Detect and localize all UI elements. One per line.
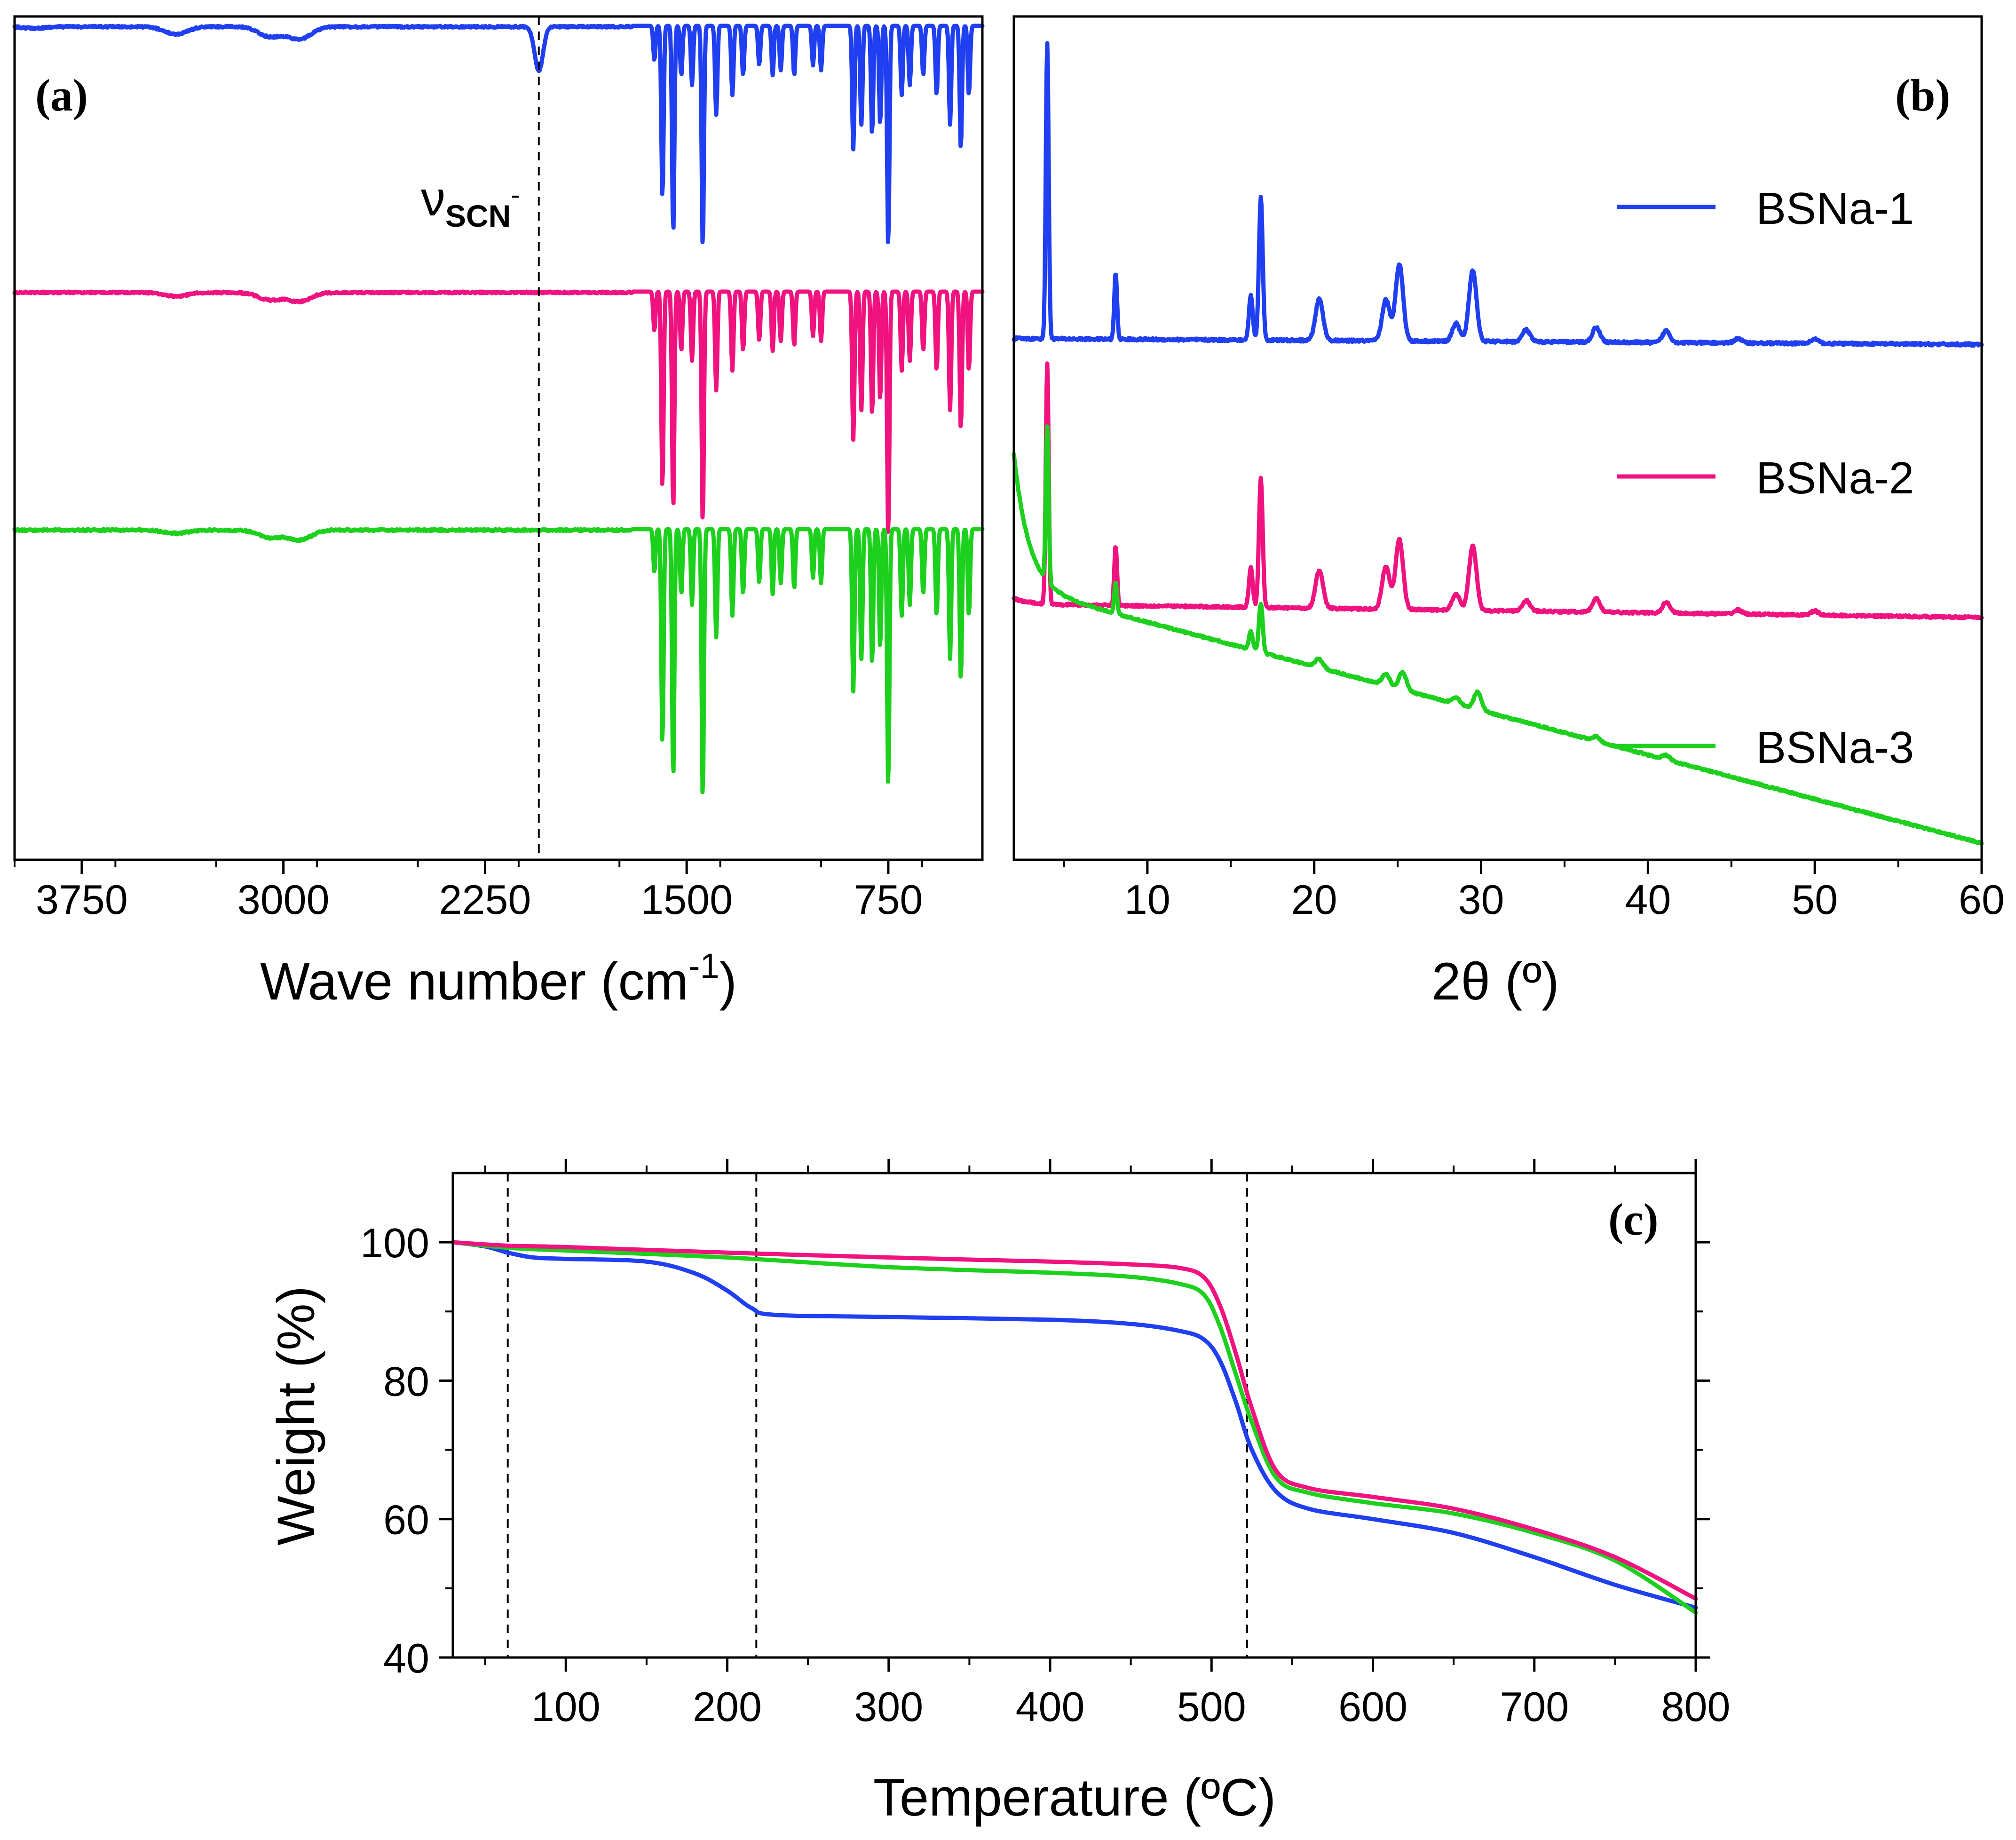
tga-x-tick-label: 400	[1016, 1683, 1085, 1730]
tga-x-tick-label: 800	[1661, 1683, 1731, 1730]
legend-label-bsna-2: BSNa-2	[1756, 453, 1914, 503]
panel-c-label: (c)	[1608, 1194, 1659, 1245]
tga-line-bsna-3	[451, 1240, 1698, 1615]
scn-annotation-superscript: -	[511, 180, 520, 210]
xrd-line-bsna-2	[1012, 361, 1984, 620]
ftir-plot-frame	[13, 15, 984, 861]
tga-x-tick-label: 100	[531, 1683, 601, 1730]
tga-y-axis-title: Weight (%)	[267, 1286, 325, 1546]
panel-a-ftir: 3750 3000 2250 1500 750 (a) νSCN- Wave numbe…	[12, 15, 985, 1011]
ftir-x-axis-title-superscript: -1	[688, 946, 719, 985]
tga-x-axis-title: Temperature (ºC)	[873, 1768, 1276, 1827]
xrd-line-bsna-1	[1012, 41, 1984, 348]
tga-x-tick-label: 600	[1338, 1683, 1407, 1730]
ftir-x-axis-title-close: )	[719, 952, 737, 1011]
ftir-line-bsna-1	[12, 24, 985, 245]
tga-x-tick-label: 500	[1177, 1683, 1246, 1730]
tga-line-bsna-1	[451, 1240, 1698, 1610]
tga-series-group	[451, 1240, 1698, 1615]
ftir-x-axis: 3750 3000 2250 1500 750	[14, 860, 923, 923]
xrd-x-axis-title: 2θ (º)	[1431, 952, 1559, 1011]
tga-y-tick-label: 60	[383, 1497, 429, 1543]
legend-label-bsna-3: BSNa-3	[1756, 722, 1914, 773]
ftir-x-tick-label: 3000	[237, 876, 330, 923]
panel-a-label: (a)	[35, 70, 88, 120]
ftir-x-tick-label: 1500	[640, 876, 733, 923]
tga-x-tick-label: 700	[1500, 1683, 1569, 1730]
xrd-x-tick-label: 30	[1458, 876, 1504, 923]
ftir-x-tick-label: 2250	[439, 876, 531, 923]
legend-label-bsna-1: BSNa-1	[1756, 183, 1914, 234]
panel-b-label: (b)	[1895, 70, 1950, 120]
xrd-plot-frame	[1012, 15, 1983, 861]
tga-x-tick-label: 200	[693, 1683, 762, 1730]
xrd-line-bsna-3	[1012, 424, 1984, 846]
ftir-x-tick-label: 750	[854, 876, 923, 923]
tga-x-tick-label: 300	[854, 1683, 923, 1730]
ftir-x-axis-title-main: Wave number (cm	[260, 952, 688, 1011]
tga-y-tick-label: 100	[360, 1220, 429, 1266]
tga-axes: 100 200 300 400 500 600 700 800 40 60 80 100	[360, 1159, 1730, 1730]
xrd-x-tick-label: 60	[1959, 876, 2005, 923]
tga-y-tick-label: 40	[383, 1635, 429, 1681]
ftir-line-bsna-2	[12, 289, 985, 534]
xrd-x-tick-label: 20	[1291, 876, 1337, 923]
ftir-line-bsna-3	[12, 527, 985, 794]
tga-line-bsna-2	[451, 1240, 1698, 1601]
xrd-legend: BSNa-1 BSNa-2 BSNa-3	[1617, 183, 1914, 773]
ftir-x-axis-title: Wave number (cm-1)	[260, 946, 737, 1011]
xrd-series-group	[1012, 41, 1984, 846]
tga-y-tick-label: 80	[383, 1358, 429, 1404]
scn-stretch-annotation: νSCN-	[421, 172, 520, 233]
xrd-x-tick-label: 10	[1124, 876, 1170, 923]
scn-annotation-symbol: ν	[421, 172, 445, 226]
panel-c-tga: 100 200 300 400 500 600 700 800 40 60 80 100 (c) Te…	[267, 1159, 1730, 1827]
xrd-x-tick-label: 50	[1792, 876, 1838, 923]
panel-b-xrd: 10 20 30 40 50 60 (b) BSNa-1 BSNa-2 BSNa-3 2θ…	[1012, 15, 2005, 1011]
ftir-x-tick-label: 3750	[36, 876, 128, 923]
xrd-x-axis: 10 20 30 40 50 60	[1063, 860, 2005, 923]
tga-plot-frame	[451, 1172, 1697, 1659]
scn-annotation-subscript: SCN	[445, 198, 511, 233]
tga-guide-lines	[506, 1173, 1248, 1658]
xrd-x-tick-label: 40	[1625, 876, 1671, 923]
ftir-series-group	[12, 24, 985, 794]
